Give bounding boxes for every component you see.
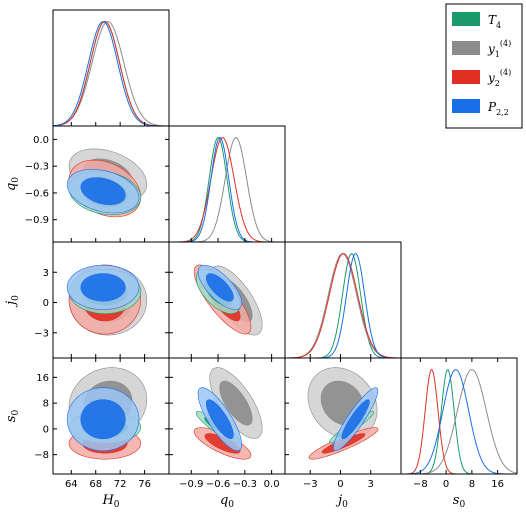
marginal-j0-P22: [285, 253, 401, 358]
marginal-s0-y14: [401, 369, 517, 474]
x-tick-label-s0: −8: [413, 479, 428, 490]
x-tick-label-s0: 16: [491, 479, 504, 490]
contour-68-P22: [80, 399, 126, 440]
y-tick-label-j0: 3: [43, 268, 49, 279]
panel-frame: [168, 125, 286, 243]
legend-label: y2(4): [487, 68, 511, 88]
panel-H0-j0: [66, 264, 148, 336]
legend-swatch: [452, 41, 480, 55]
y-axis-label-j0: j0: [4, 295, 21, 308]
x-tick-label-H0: 76: [138, 479, 151, 490]
x-tick-label-q0: −0.9: [179, 479, 203, 490]
y-axis-label-s0: s0: [4, 410, 21, 423]
y-tick-label-q0: −0.6: [25, 188, 49, 199]
x-tick-label-q0: −0.3: [233, 479, 257, 490]
panel-q0-s0: [193, 367, 263, 460]
x-tick-label-H0: 64: [65, 479, 78, 490]
legend-label: P2,2: [487, 100, 509, 117]
x-tick-label-j0: 3: [368, 479, 374, 490]
panel-j0-j0: [285, 253, 401, 358]
panel-s0-s0: [401, 368, 517, 474]
contour-68-P22: [205, 399, 234, 440]
legend-label: y1(4): [487, 39, 511, 59]
marginal-j0-y14: [285, 253, 401, 358]
x-axis-label-q0: q0: [220, 493, 234, 510]
x-tick-label-j0: 0: [337, 479, 343, 490]
y-tick-label-j0: 0: [43, 298, 49, 309]
y-tick-label-s0: 8: [43, 399, 49, 410]
x-tick-label-s0: 0: [443, 479, 449, 490]
panel-H0-H0: [53, 21, 169, 126]
marginal-q0-T4: [169, 137, 285, 242]
marginal-q0-y14: [169, 137, 285, 242]
x-tick-label-s0: 8: [469, 479, 475, 490]
x-axis-label-j0: j0: [335, 493, 348, 510]
y-tick-label-s0: −8: [34, 450, 49, 461]
y-tick-label-j0: −3: [34, 328, 49, 339]
y-tick-label-s0: 0: [43, 424, 49, 435]
marginal-q0-P22: [169, 137, 285, 242]
marginal-H0-P22: [53, 21, 169, 126]
legend-label: T4: [488, 13, 501, 30]
y-tick-label-s0: 16: [36, 373, 49, 384]
legend: T4 y1(4) y2(4) P2,2: [445, 3, 523, 129]
contour-68-P22: [341, 399, 370, 440]
contour-68-P22: [205, 273, 234, 302]
y-tick-label-q0: 0.0: [33, 135, 49, 146]
x-tick-label-q0: −0.6: [206, 479, 230, 490]
panel-j0-s0: [307, 367, 379, 460]
legend-swatch: [452, 99, 480, 113]
contour-68-P22: [80, 177, 126, 206]
x-tick-label-j0: −3: [303, 479, 318, 490]
marginal-j0-y24: [285, 253, 401, 358]
x-axis-label-H0: H0: [101, 493, 119, 510]
panel-frame: [284, 241, 402, 359]
y-axis-label-q0: q0: [4, 177, 21, 191]
panel-H0-q0: [66, 148, 148, 218]
panel-q0-q0: [169, 137, 285, 242]
contour-68-y14: [219, 380, 253, 426]
y-tick-label-q0: −0.3: [25, 162, 49, 173]
x-tick-label-H0: 72: [114, 479, 127, 490]
legend-swatch: [452, 12, 480, 26]
marginal-q0-y24: [169, 137, 285, 242]
marginal-j0-T4: [285, 253, 401, 358]
y-tick-label-q0: −0.9: [25, 215, 49, 226]
legend-swatch: [452, 70, 480, 84]
x-axis-label-s0: s0: [453, 493, 466, 510]
panel-frame: [52, 9, 170, 127]
x-tick-label-H0: 68: [89, 479, 102, 490]
contour-68-P22: [80, 273, 126, 302]
panel-H0-s0: [66, 367, 148, 460]
x-tick-label-q0: 0.0: [264, 479, 280, 490]
panel-frame: [400, 357, 518, 475]
panel-q0-j0: [193, 264, 263, 336]
